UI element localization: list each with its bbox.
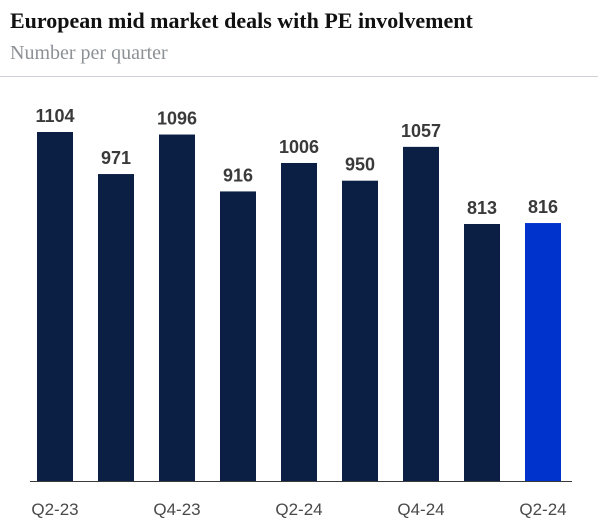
x-tick-label: Q4-23 <box>153 500 200 519</box>
bar-value-label: 816 <box>528 197 558 217</box>
bar-q3-24 <box>342 180 378 481</box>
bar-q4-23 <box>159 134 195 481</box>
bar-value-label: 1104 <box>35 106 74 126</box>
bar-q1-24 <box>220 191 256 481</box>
bar-value-label: 971 <box>101 148 131 168</box>
bar-q2-24 <box>281 162 317 481</box>
bar-q1-25 <box>464 223 500 481</box>
header-divider <box>0 76 598 77</box>
bar-value-label: 950 <box>345 155 375 175</box>
x-tick-label: Q2-24 <box>275 500 322 519</box>
bar-value-label: 1096 <box>157 109 197 129</box>
chart-title: European mid market deals with PE involv… <box>10 8 473 33</box>
bar-q2-23 <box>37 132 73 481</box>
bar-value-label: 1006 <box>279 137 319 157</box>
chart-subtitle: Number per quarter <box>10 42 168 64</box>
x-tick-label: Q4-24 <box>397 500 444 519</box>
bar-value-label: 916 <box>223 165 253 185</box>
x-tick-label: Q2-24 <box>519 500 566 519</box>
x-tick-label: Q2-23 <box>31 500 78 519</box>
bar-q2-25 <box>525 223 561 482</box>
bar-value-label: 1057 <box>401 121 441 141</box>
bar-value-label: 813 <box>467 198 497 218</box>
bar-q3-23 <box>98 174 134 482</box>
bar-q4-24 <box>403 146 439 481</box>
